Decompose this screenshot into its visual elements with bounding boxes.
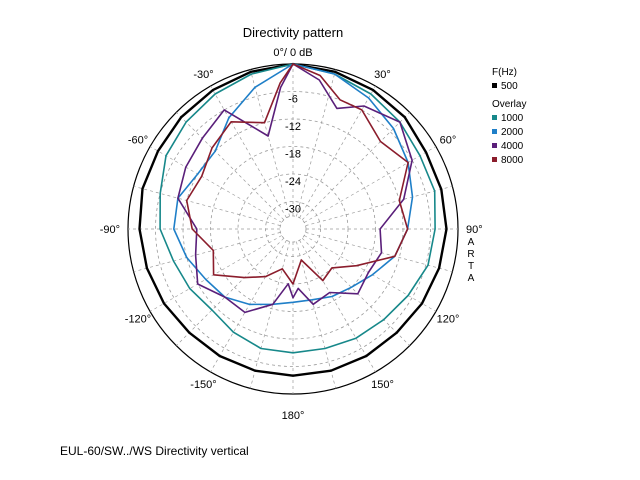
angle-label: -90° [100, 224, 120, 236]
legend-item-4000: 4000 [501, 141, 524, 152]
angle-label: 60° [440, 135, 457, 147]
grid-spoke [176, 237, 285, 346]
grid-spoke [304, 146, 437, 223]
legend-item-1000: 1000 [501, 113, 524, 124]
series-line-500 [138, 62, 448, 377]
zero-degree-label: 0°/ 0 dB [273, 47, 312, 59]
angle-label: -60° [128, 135, 148, 147]
grid-spoke [210, 85, 287, 218]
grid-spoke [305, 185, 453, 226]
grid-ring [155, 91, 431, 367]
grid-spoke [133, 232, 281, 273]
series-line-4000 [177, 63, 413, 314]
grid-spoke [176, 112, 285, 221]
grid-spoke [133, 185, 281, 226]
center-ring [279, 215, 307, 243]
grid-spoke [304, 235, 437, 312]
angle-label: -120° [125, 314, 151, 326]
legend-swatch-4000 [492, 143, 497, 148]
series-line-8000 [185, 63, 409, 285]
grid-spoke [299, 240, 376, 373]
grid-spoke [296, 69, 337, 217]
ring-label: -12 [285, 121, 301, 133]
grid-spoke [301, 112, 410, 221]
ring-label: -6 [288, 94, 298, 106]
chart-title: Directivity pattern [243, 25, 343, 40]
angle-label: 30° [374, 69, 391, 81]
legend: F(Hz) 500 Overlay 1000 2000 4000 8000 [492, 67, 526, 166]
legend-swatch-2000 [492, 129, 497, 134]
legend-item-500: 500 [501, 81, 518, 92]
grid-spoke [299, 85, 376, 218]
grid-ring [210, 146, 376, 312]
angle-label: -30° [193, 69, 213, 81]
arta-letter: A [468, 273, 475, 284]
grid-spoke [149, 146, 282, 223]
legend-swatch-500 [492, 83, 497, 88]
legend-header: F(Hz) [492, 67, 517, 78]
legend-item-8000: 8000 [501, 155, 524, 166]
ring-label: -30 [285, 204, 301, 216]
grid-spoke [249, 241, 290, 389]
grid-spoke [296, 241, 337, 389]
grid-spoke [149, 235, 282, 312]
ring-label: -18 [285, 149, 301, 161]
grid-spoke [210, 240, 287, 373]
angle-label: 150° [371, 379, 394, 391]
arta-letter: T [468, 261, 474, 272]
series-line-1000 [159, 63, 436, 354]
legend-overlay-header: Overlay [492, 99, 526, 110]
angle-label: 120° [437, 314, 460, 326]
angle-label: 180° [282, 410, 305, 422]
angle-labels: -30° 30° -60° 60° -90° 90° -120° 120° -150° 150° 1… [100, 69, 483, 422]
figure-caption: EUL-60/SW../WS Directivity vertical [60, 444, 249, 458]
ring-label: -24 [285, 176, 301, 188]
legend-item-2000: 2000 [501, 127, 524, 138]
ring-labels: -6 -12 -18 -24 -30 [285, 94, 301, 216]
grid-spoke [249, 69, 290, 217]
grid-spoke [301, 237, 410, 346]
series-lines [138, 62, 448, 377]
legend-swatch-8000 [492, 157, 497, 162]
arta-letter: R [467, 249, 474, 260]
arta-letter: A [468, 237, 475, 248]
angle-label: 90° [466, 224, 483, 236]
angle-label: -150° [190, 379, 216, 391]
polar-grid [127, 63, 459, 395]
legend-swatch-1000 [492, 115, 497, 120]
